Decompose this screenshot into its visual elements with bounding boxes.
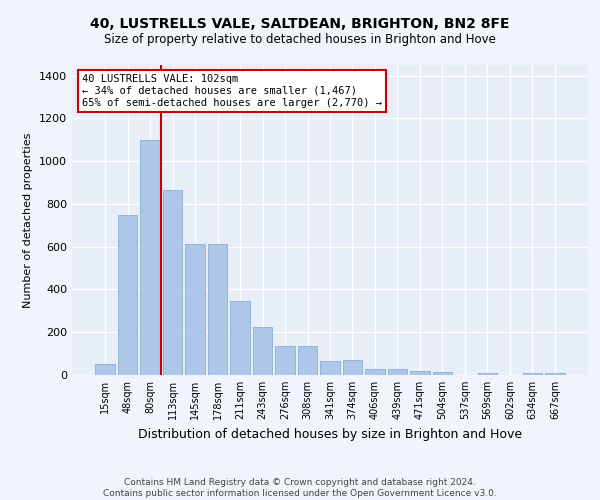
Bar bbox=[545, 373, 565, 375]
Bar bbox=[208, 244, 227, 375]
Bar bbox=[523, 373, 542, 375]
Bar bbox=[343, 360, 362, 375]
Bar bbox=[478, 373, 497, 375]
Bar bbox=[410, 370, 430, 375]
Bar bbox=[185, 244, 205, 375]
Bar bbox=[230, 301, 250, 375]
Bar bbox=[388, 368, 407, 375]
Bar bbox=[95, 364, 115, 375]
Text: Contains HM Land Registry data © Crown copyright and database right 2024.
Contai: Contains HM Land Registry data © Crown c… bbox=[103, 478, 497, 498]
Bar bbox=[320, 361, 340, 375]
Bar bbox=[118, 214, 137, 375]
Text: 40, LUSTRELLS VALE, SALTDEAN, BRIGHTON, BN2 8FE: 40, LUSTRELLS VALE, SALTDEAN, BRIGHTON, … bbox=[90, 18, 510, 32]
X-axis label: Distribution of detached houses by size in Brighton and Hove: Distribution of detached houses by size … bbox=[138, 428, 522, 440]
Bar bbox=[365, 368, 385, 375]
Bar bbox=[275, 346, 295, 375]
Text: 40 LUSTRELLS VALE: 102sqm
← 34% of detached houses are smaller (1,467)
65% of se: 40 LUSTRELLS VALE: 102sqm ← 34% of detac… bbox=[82, 74, 382, 108]
Bar bbox=[433, 372, 452, 375]
Bar bbox=[298, 346, 317, 375]
Y-axis label: Number of detached properties: Number of detached properties bbox=[23, 132, 34, 308]
Bar bbox=[253, 327, 272, 375]
Bar bbox=[163, 190, 182, 375]
Bar bbox=[140, 140, 160, 375]
Text: Size of property relative to detached houses in Brighton and Hove: Size of property relative to detached ho… bbox=[104, 32, 496, 46]
